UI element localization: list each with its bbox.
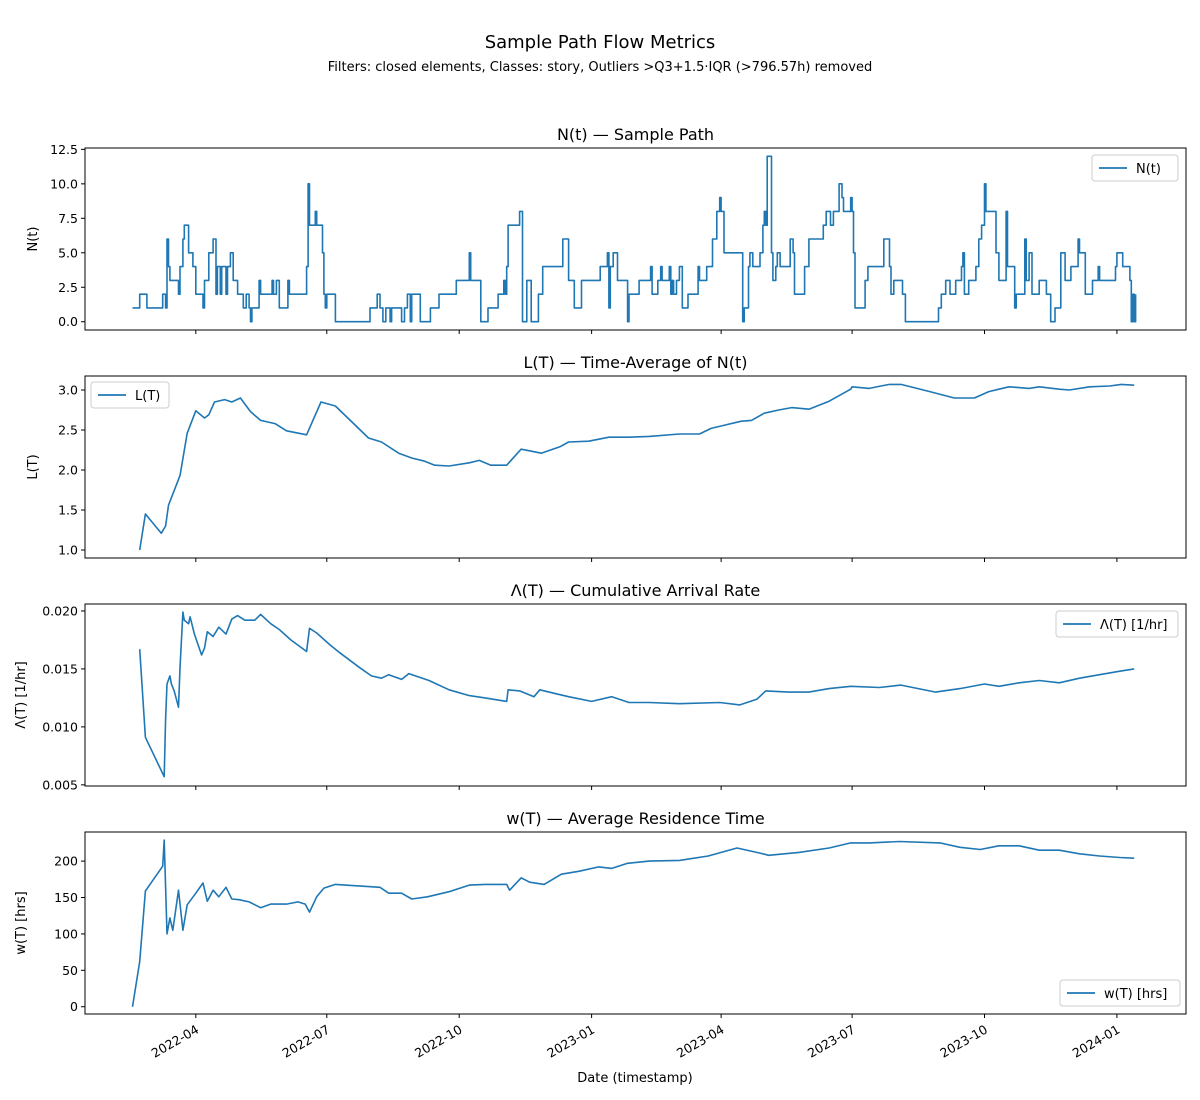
- x-tick-label: 2024-01: [1070, 1022, 1123, 1061]
- y-axis-label: L(T): [26, 454, 41, 479]
- subplot-4: w(T) — Average Residence Time 0 50 100 150 20…: [14, 809, 1187, 1061]
- y-tick-label: 5.0: [58, 245, 78, 260]
- x-tick-label: 2022-04: [149, 1022, 202, 1061]
- y-tick-label: 50: [62, 963, 78, 978]
- series-line: [131, 839, 1135, 1007]
- series-line: [132, 155, 1137, 323]
- legend-label: N(t): [1136, 162, 1161, 177]
- figure-subtitle: Filters: closed elements, Classes: story…: [328, 60, 872, 75]
- y-tick-label: 7.5: [58, 211, 78, 226]
- y-tick-label: 2.5: [58, 280, 78, 295]
- series-line: [138, 383, 1135, 551]
- y-tick-label: 0.010: [42, 719, 78, 734]
- y-axis-label: N(t): [26, 227, 41, 252]
- y-axis-label: Λ(T) [1/hr]: [14, 661, 29, 729]
- legend: w(T) [hrs]: [1059, 979, 1181, 1007]
- legend: Λ(T) [1/hr]: [1055, 610, 1179, 638]
- x-tick-label: 2023-01: [544, 1022, 597, 1061]
- axes-frame: [84, 375, 1187, 559]
- legend-label: L(T): [135, 389, 160, 404]
- y-tick-label: 0.0: [58, 314, 78, 329]
- subplot-title: Λ(T) — Cumulative Arrival Rate: [511, 581, 761, 600]
- subplot-title: N(t) — Sample Path: [557, 125, 714, 144]
- y-tick-label: 1.0: [58, 543, 78, 558]
- subplot-title: L(T) — Time-Average of N(t): [524, 353, 748, 372]
- figure-title: Sample Path Flow Metrics: [485, 32, 716, 53]
- y-tick-label: 2.0: [58, 463, 78, 478]
- y-tick-label: 150: [54, 890, 78, 905]
- axes-frame: [84, 603, 1187, 787]
- x-tick-label: 2023-04: [674, 1022, 727, 1061]
- x-tick-label: 2022-10: [412, 1022, 465, 1061]
- legend-label: w(T) [hrs]: [1104, 987, 1167, 1002]
- y-axis-label: w(T) [hrs]: [14, 891, 29, 954]
- x-tick-label: 2023-10: [937, 1022, 990, 1061]
- y-tick-label: 100: [54, 926, 78, 941]
- y-tick-label: 12.5: [50, 142, 78, 157]
- x-tick-label: 2023-07: [805, 1022, 858, 1061]
- y-tick-label: 0.020: [42, 603, 78, 618]
- axes-frame: [84, 831, 1187, 1015]
- y-tick-label: 0.015: [42, 661, 78, 676]
- series-line: [138, 611, 1135, 778]
- legend: N(t): [1091, 154, 1179, 182]
- x-tick-label: 2022-07: [280, 1022, 333, 1061]
- subplot-3: Λ(T) — Cumulative Arrival Rate 0.005 0.010…: [14, 581, 1187, 792]
- legend-box: [1055, 610, 1179, 638]
- y-tick-label: 3.0: [58, 383, 78, 398]
- subplot-2: L(T) — Time-Average of N(t) 1.0 1.5 2.0 2.5 3…: [26, 353, 1187, 562]
- subplot-title: w(T) — Average Residence Time: [506, 809, 764, 828]
- y-tick-label: 0: [70, 999, 78, 1014]
- x-axis-label: Date (timestamp): [577, 1071, 692, 1086]
- legend-box: [1059, 979, 1181, 1007]
- legend-box: [90, 381, 170, 409]
- y-tick-label: 1.5: [58, 503, 78, 518]
- axes-frame: [84, 147, 1187, 331]
- legend: L(T): [90, 381, 170, 409]
- y-tick-label: 10.0: [50, 176, 78, 191]
- legend-box: [1091, 154, 1179, 182]
- y-tick-label: 0.005: [42, 777, 78, 792]
- y-tick-label: 200: [54, 854, 78, 869]
- y-tick-label: 2.5: [58, 423, 78, 438]
- legend-label: Λ(T) [1/hr]: [1100, 618, 1168, 633]
- subplot-1: N(t) — Sample Path 0.0 2.5 5.0 7.5 10.0 12.5 N(…: [26, 125, 1187, 334]
